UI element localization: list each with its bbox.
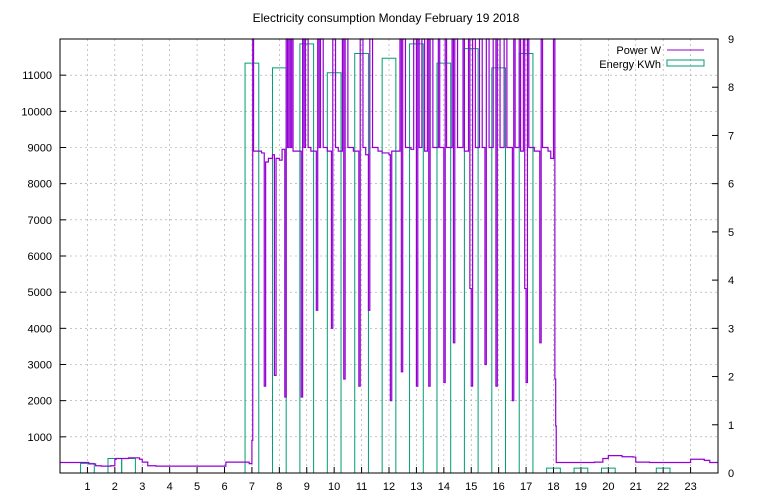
x-tick-label: 13 bbox=[410, 481, 422, 493]
energy-bar bbox=[436, 62, 452, 473]
x-tick-label: 5 bbox=[194, 481, 200, 493]
y-tick-label: 3000 bbox=[28, 360, 52, 372]
energy-bar bbox=[381, 57, 397, 473]
y-tick-label: 8000 bbox=[28, 179, 52, 191]
x-tick-label: 15 bbox=[465, 481, 477, 493]
y-tick-label: 2000 bbox=[28, 396, 52, 408]
power-line bbox=[60, 38, 718, 467]
y2-tick-label: 4 bbox=[728, 275, 734, 287]
energy-bar bbox=[546, 467, 561, 473]
x-tick-label: 19 bbox=[575, 481, 587, 493]
energy-bar bbox=[244, 62, 260, 473]
x-tick-label: 17 bbox=[520, 481, 532, 493]
y2-tick-label: 6 bbox=[728, 179, 734, 191]
y2-tick-label: 8 bbox=[728, 82, 734, 94]
y2-tick-label: 9 bbox=[728, 34, 734, 46]
y2-tick-label: 1 bbox=[728, 420, 734, 432]
plot-frame bbox=[59, 38, 719, 474]
energy-bar bbox=[600, 467, 616, 473]
x-tick-label: 18 bbox=[547, 481, 559, 493]
legend-swatch-energy bbox=[666, 59, 705, 67]
x-tick-label: 7 bbox=[249, 481, 255, 493]
y2-tick-label: 2 bbox=[728, 372, 734, 384]
x-tick-label: 8 bbox=[276, 481, 282, 493]
x-tick-label: 11 bbox=[356, 481, 367, 493]
x-tick-label: 9 bbox=[304, 481, 310, 493]
energy-bar bbox=[491, 67, 507, 473]
y2-tick-label: 5 bbox=[728, 227, 734, 239]
y-tick-label: 6000 bbox=[28, 251, 52, 263]
y-tick-label: 11000 bbox=[22, 70, 52, 82]
chart-title: Electricity consumption Monday February … bbox=[253, 11, 520, 25]
x-tick-label: 14 bbox=[438, 481, 450, 493]
energy-bar bbox=[463, 48, 479, 473]
x-tick-label: 10 bbox=[328, 481, 340, 493]
energy-bar bbox=[655, 467, 671, 473]
y-axis-ticks: 1000 2000 3000 4000 5000 6000 7000 8000 9000 1000… bbox=[21, 70, 66, 444]
y-tick-label: 10000 bbox=[21, 106, 52, 118]
legend: Power W Energy KWh bbox=[599, 45, 705, 71]
series-power-w bbox=[60, 38, 718, 467]
x-tick-label: 3 bbox=[139, 481, 145, 493]
x-tick-label: 21 bbox=[630, 481, 642, 493]
y2-tick-label: 7 bbox=[728, 130, 734, 142]
energy-bar bbox=[518, 52, 534, 473]
y-tick-label: 9000 bbox=[28, 143, 52, 155]
x-tick-label: 23 bbox=[684, 481, 696, 493]
y-tick-label: 7000 bbox=[28, 215, 52, 227]
y-tick-label: 5000 bbox=[28, 287, 52, 299]
energy-bar bbox=[326, 72, 342, 473]
energy-bar bbox=[573, 467, 589, 473]
x-axis-ticks: 1 2 3 4 5 6 7 8 9 10 11 12 13 14 15 16 17 18 19 20 21 22 23 bbox=[84, 467, 697, 493]
y2-tick-label: 0 bbox=[728, 468, 734, 480]
legend-label-energy: Energy KWh bbox=[599, 59, 661, 71]
x-tick-label: 12 bbox=[383, 481, 395, 493]
x-tick-label: 22 bbox=[657, 481, 669, 493]
x-tick-label: 20 bbox=[602, 481, 614, 493]
legend-label-power: Power W bbox=[616, 45, 661, 57]
energy-bar bbox=[80, 462, 95, 473]
y-tick-label: 1000 bbox=[28, 432, 52, 444]
x-tick-label: 6 bbox=[221, 481, 227, 493]
energy-bar bbox=[299, 43, 315, 473]
y2-tick-label: 3 bbox=[728, 323, 734, 335]
x-tick-label: 2 bbox=[112, 481, 118, 493]
y-tick-label: 4000 bbox=[28, 323, 52, 335]
x-tick-label: 16 bbox=[493, 481, 505, 493]
x-tick-label: 1 bbox=[84, 481, 90, 493]
x-tick-label: 4 bbox=[167, 481, 173, 493]
